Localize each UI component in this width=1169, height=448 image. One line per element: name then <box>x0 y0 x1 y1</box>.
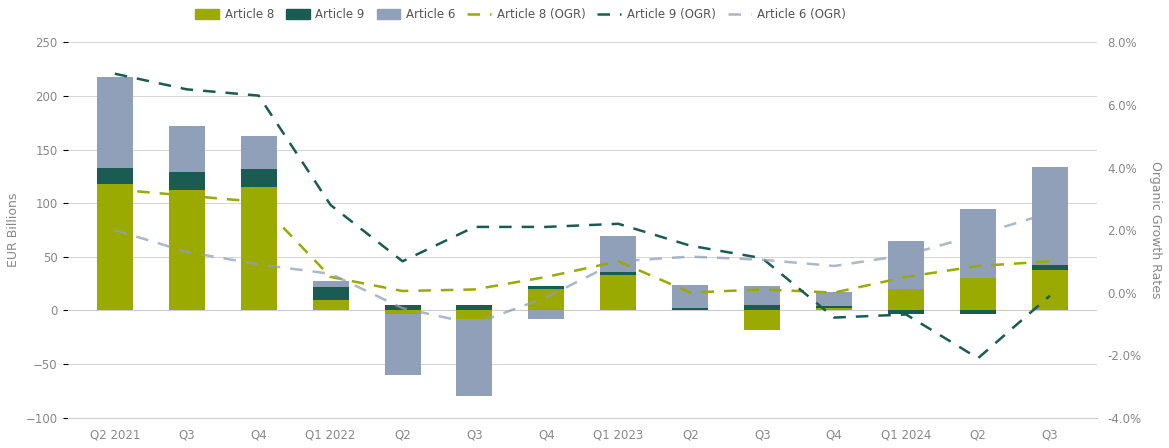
Bar <box>672 285 708 308</box>
Bar <box>888 241 924 289</box>
Bar <box>745 310 780 330</box>
Bar <box>960 310 996 314</box>
Bar <box>97 77 133 168</box>
Bar <box>385 314 421 375</box>
Bar <box>1032 270 1068 310</box>
Bar <box>528 289 565 310</box>
Bar <box>97 184 133 310</box>
Legend: Article 8, Article 9, Article 6, Article 8 (OGR), Article 9 (OGR), Article 6 (OG: Article 8, Article 9, Article 6, Article… <box>191 3 851 26</box>
Bar <box>960 209 996 278</box>
Bar <box>312 281 348 287</box>
Bar <box>168 172 205 190</box>
Bar <box>312 300 348 310</box>
Bar <box>888 289 924 310</box>
Bar <box>456 305 492 310</box>
Bar <box>1032 167 1068 265</box>
Bar <box>241 169 277 187</box>
Bar <box>601 237 636 272</box>
Bar <box>528 286 565 289</box>
Bar <box>241 187 277 310</box>
Bar <box>672 308 708 310</box>
Bar <box>745 286 780 305</box>
Y-axis label: EUR Billions: EUR Billions <box>7 193 20 267</box>
Bar <box>1032 265 1068 270</box>
Bar <box>97 168 133 184</box>
Bar <box>312 287 348 300</box>
Bar <box>816 308 852 310</box>
Bar <box>168 190 205 310</box>
Bar <box>528 310 565 319</box>
Bar <box>456 310 492 319</box>
Bar <box>385 305 421 310</box>
Bar <box>960 278 996 310</box>
Bar <box>745 305 780 310</box>
Bar <box>456 319 492 396</box>
Bar <box>601 272 636 275</box>
Bar <box>601 275 636 310</box>
Y-axis label: Organic Growth Rates: Organic Growth Rates <box>1149 161 1162 299</box>
Bar <box>816 292 852 306</box>
Bar <box>888 310 924 314</box>
Bar <box>385 310 421 314</box>
Bar <box>816 306 852 308</box>
Bar <box>168 126 205 172</box>
Bar <box>241 136 277 169</box>
